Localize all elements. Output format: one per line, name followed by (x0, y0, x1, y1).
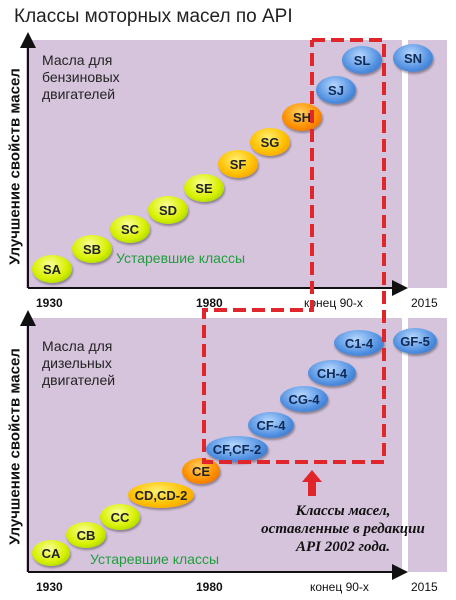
chart-title: Классы моторных масел по API (14, 6, 293, 27)
diesel-class-ca: CA (32, 540, 70, 566)
api-2002-note: Классы масел, оставленные в редакции API… (238, 502, 448, 556)
petrol-panel-2015 (385, 40, 447, 288)
petrol-divider (402, 40, 408, 290)
petrol-title-line2: бензиновых (42, 69, 120, 85)
api-2002-dashed-frame (202, 38, 386, 464)
diesel-class-cc: CC (100, 504, 140, 530)
note-line1: Классы масел, (295, 503, 391, 519)
diesel-tick-1930: 1930 (36, 580, 63, 594)
diesel-class-cg-4: CG-4 (280, 386, 328, 412)
note-line2: оставленные в редакции (261, 521, 425, 537)
diesel-class-cd: CD,CD-2 (128, 482, 194, 508)
petrol-class-sh: SH (282, 103, 322, 131)
diesel-class-ce: CE (182, 458, 220, 484)
petrol-class-sa: SA (32, 255, 72, 283)
red-arrow (302, 470, 322, 496)
diesel-class-cb: CB (66, 522, 106, 548)
diesel-class-cf: CF,CF-2 (206, 436, 268, 462)
diesel-title: Масла для дизельных двигателей (42, 338, 115, 389)
diesel-class-ch-4: CH-4 (308, 360, 356, 386)
petrol-class-sf: SF (218, 150, 258, 178)
petrol-class-sd: SD (148, 196, 188, 224)
diesel-tick-2015: 2015 (411, 580, 438, 594)
diesel-title-line3: двигателей (42, 372, 116, 388)
diesel-title-line1: Масла для (42, 338, 113, 354)
petrol-title: Масла для бензиновых двигателей (42, 52, 120, 103)
diesel-panel-2015 (385, 318, 447, 572)
petrol-tick-2015: 2015 (411, 296, 438, 310)
petrol-class-sb: SB (72, 235, 112, 263)
petrol-tick-1930: 1930 (36, 296, 63, 310)
petrol-class-sn: SN (393, 44, 433, 72)
diesel-class-c1-4: C1-4 (334, 330, 384, 356)
petrol-tick-1980: 1980 (196, 296, 223, 310)
diesel-obsolete-label: Устаревшие классы (90, 551, 220, 567)
petrol-class-sl: SL (342, 46, 382, 74)
petrol-class-sj: SJ (316, 76, 356, 104)
diesel-tick-late-90s: конец 90-х (310, 580, 369, 594)
note-line3: API 2002 года. (295, 539, 391, 555)
diesel-title-line2: дизельных (42, 355, 112, 371)
petrol-class-sc: SC (110, 215, 150, 243)
petrol-title-line3: двигателей (42, 86, 116, 102)
petrol-class-se: SE (184, 174, 224, 202)
petrol-obsolete-label: Устаревшие классы (116, 250, 246, 266)
diesel-tick-1980: 1980 (196, 580, 223, 594)
diesel-class-gf-5: GF-5 (393, 328, 437, 354)
diesel-class-cf-4: CF-4 (248, 412, 294, 438)
petrol-title-line1: Масла для (42, 52, 113, 68)
petrol-tick-late-90s: конец 90-х (304, 296, 363, 310)
diesel-divider (402, 318, 408, 574)
petrol-class-sg: SG (250, 128, 290, 156)
